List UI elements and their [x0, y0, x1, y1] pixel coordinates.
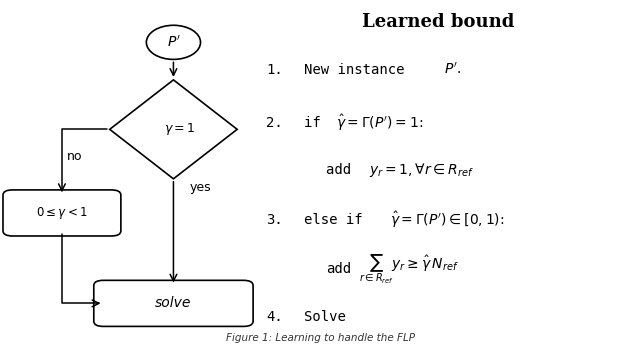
Text: $0 \leq \gamma < 1$: $0 \leq \gamma < 1$	[36, 205, 88, 221]
Text: yes: yes	[189, 181, 211, 194]
Text: no: no	[67, 150, 83, 163]
Text: $\hat{\gamma} = \Gamma(P') \in [0,1)$:: $\hat{\gamma} = \Gamma(P') \in [0,1)$:	[390, 209, 505, 230]
Text: solve: solve	[156, 297, 191, 310]
Text: Learned bound: Learned bound	[362, 13, 514, 31]
Text: Figure 1: Learning to handle the FLP: Figure 1: Learning to handle the FLP	[225, 333, 415, 343]
Text: $\gamma = 1$: $\gamma = 1$	[164, 121, 196, 137]
Text: 2.: 2.	[266, 116, 283, 130]
Text: 3.: 3.	[266, 213, 283, 227]
Text: add: add	[326, 262, 351, 276]
Text: else if: else if	[304, 213, 371, 227]
Text: $\hat{\gamma} = \Gamma(P') = 1$:: $\hat{\gamma} = \Gamma(P') = 1$:	[337, 112, 424, 133]
Text: 1.: 1.	[266, 63, 283, 77]
Text: $\sum_{r \in R_{ref}} y_r \geq \hat{\gamma}\, N_{ref}$: $\sum_{r \in R_{ref}} y_r \geq \hat{\gam…	[358, 252, 458, 286]
Text: $y_r = 1, \forall r \in R_{ref}$: $y_r = 1, \forall r \in R_{ref}$	[369, 161, 474, 179]
Text: $P'$.: $P'$.	[444, 62, 461, 77]
Text: 4.: 4.	[266, 310, 283, 324]
Text: if: if	[304, 116, 329, 130]
Text: New instance: New instance	[304, 63, 413, 77]
Text: add: add	[326, 163, 360, 177]
Text: Solve: Solve	[304, 310, 346, 324]
Text: $P'$: $P'$	[166, 35, 180, 50]
